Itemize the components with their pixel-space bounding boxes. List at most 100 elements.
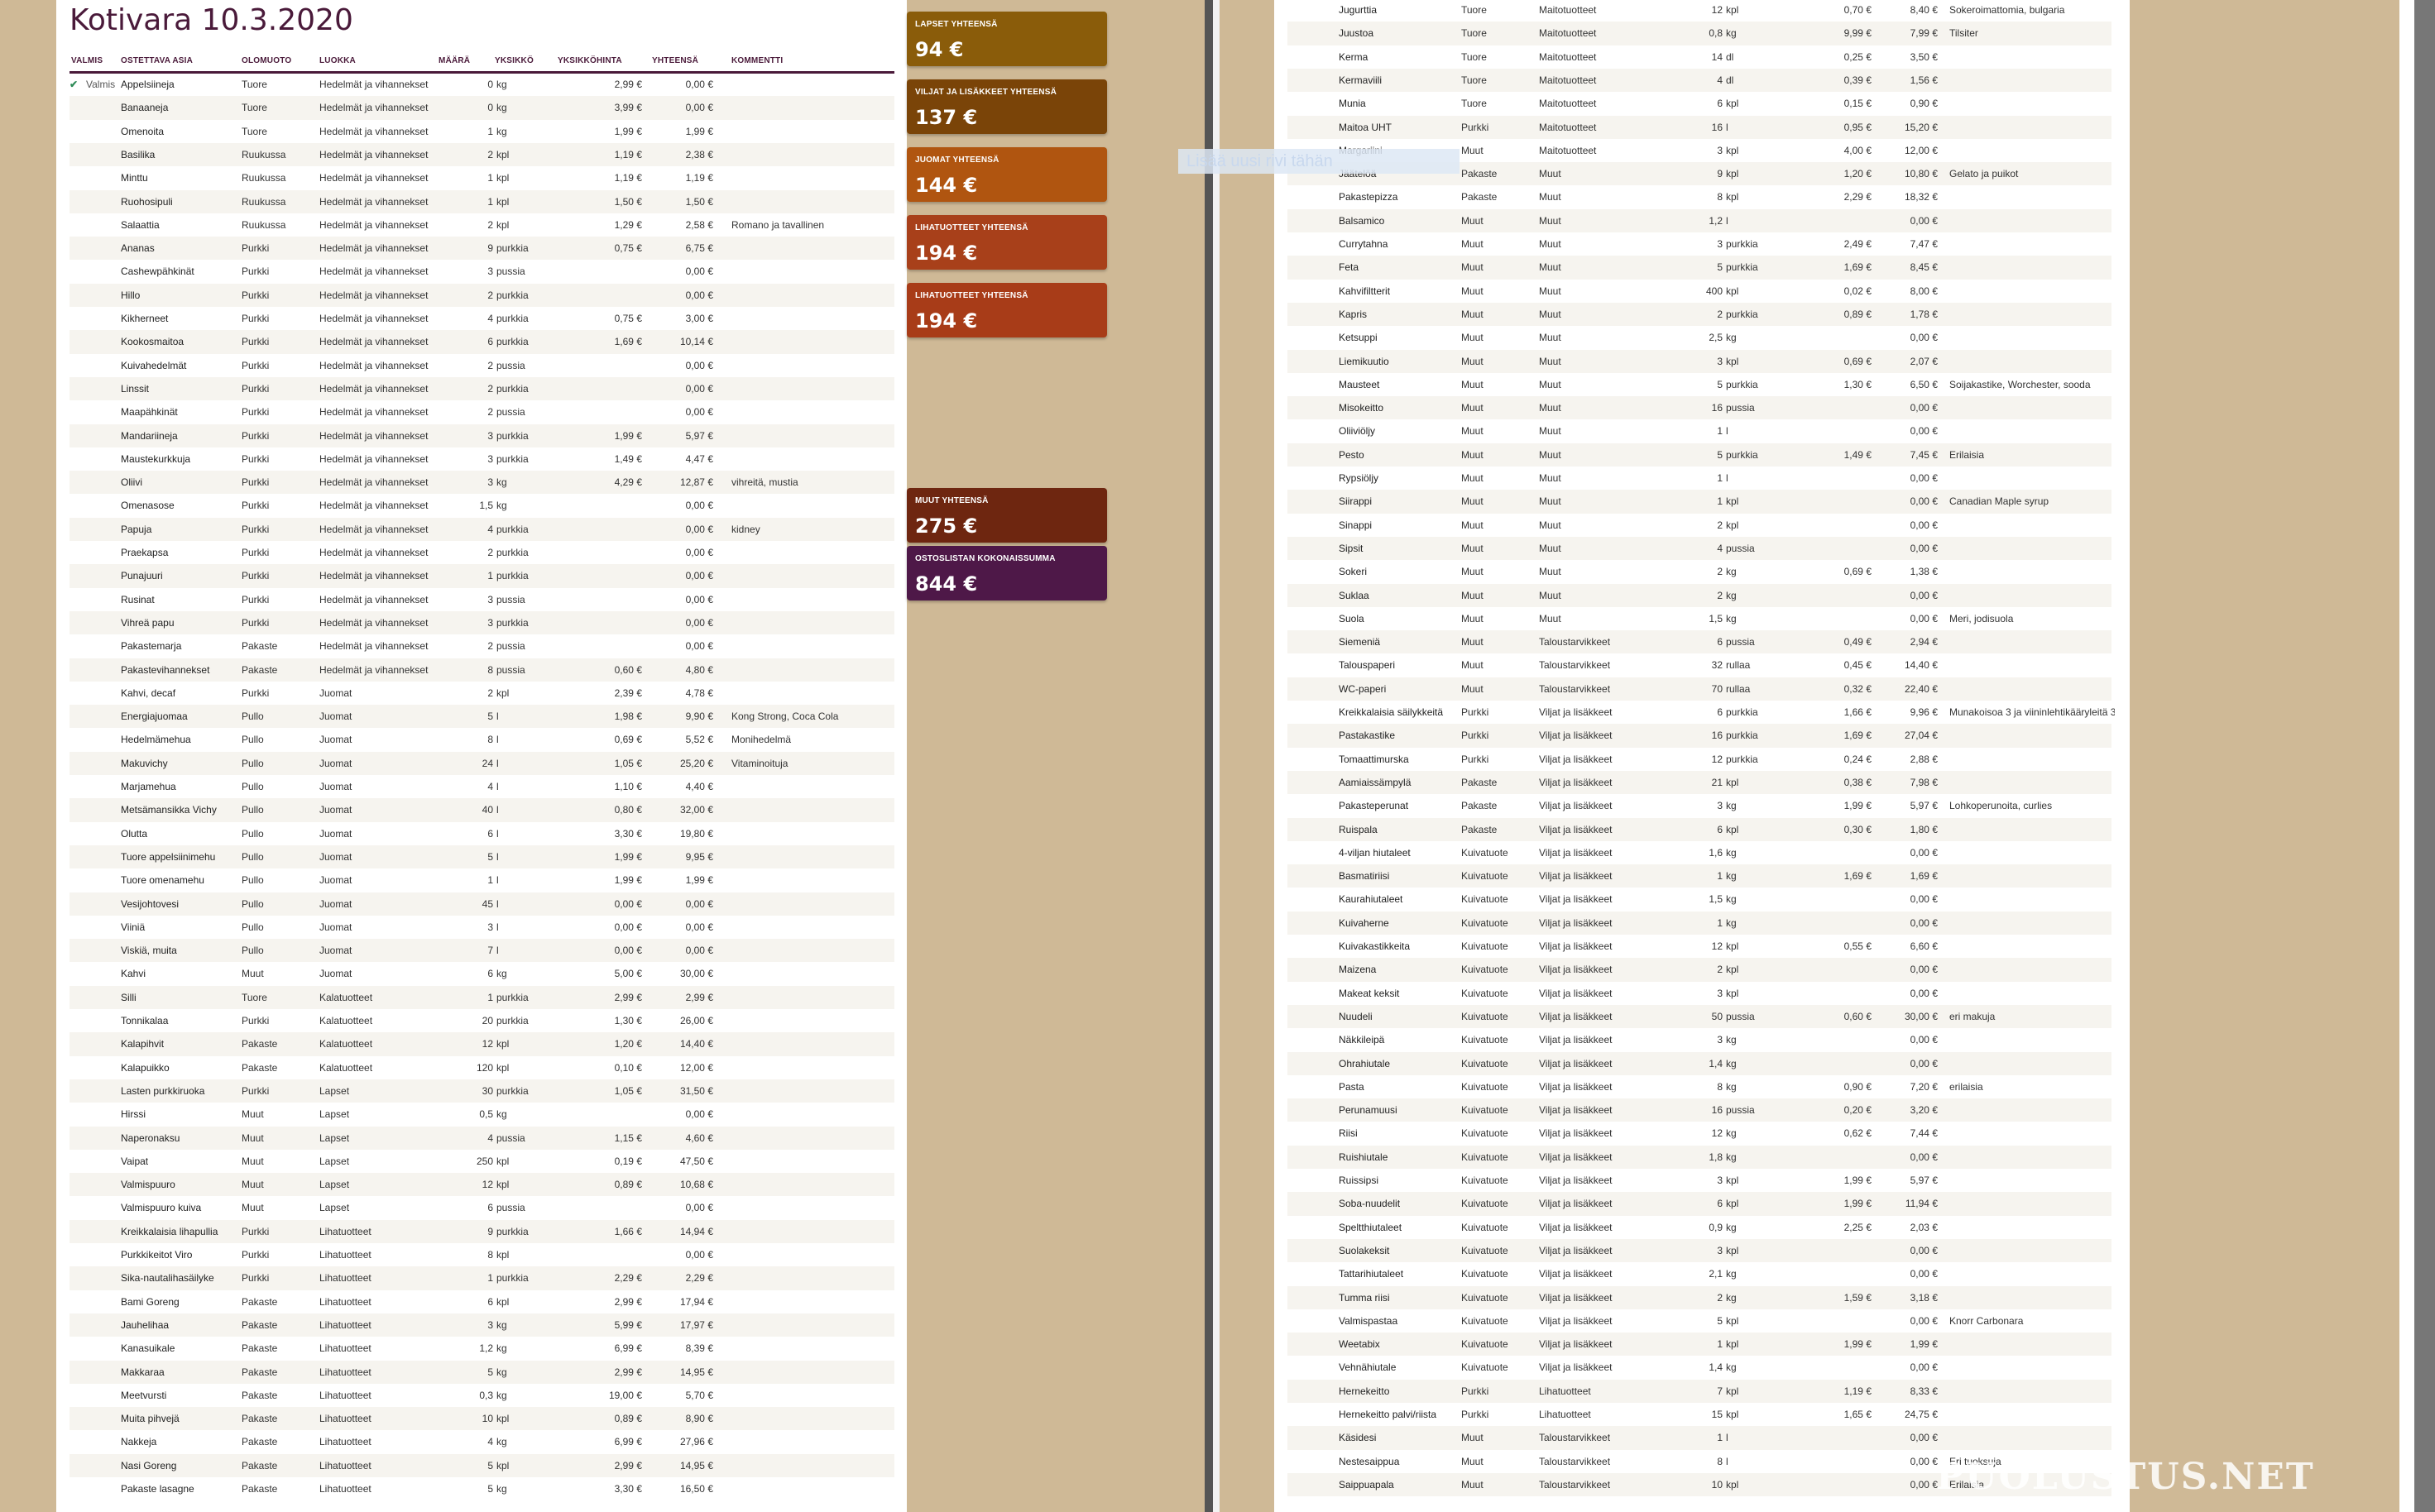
cell-done[interactable] <box>1291 818 1307 841</box>
cell-item[interactable]: Pasta <box>1339 1080 1364 1093</box>
cell-done[interactable] <box>86 845 122 868</box>
table-row[interactable]: Valmispuuro kuiva Muut Lapset 6 pussia 0,00 € <box>70 1196 894 1219</box>
cell-unit[interactable]: kg <box>496 1389 507 1401</box>
cell-item[interactable]: Perunamuusi <box>1339 1104 1397 1117</box>
cell-form[interactable]: Kuivatuote <box>1461 1198 1508 1210</box>
cell-item[interactable]: Hirssi <box>121 1108 146 1121</box>
cell-item[interactable]: Marjamehua <box>121 781 176 792</box>
cell-item[interactable]: WC-paperi <box>1339 682 1387 695</box>
cell-item[interactable]: Bami Goreng <box>121 1295 180 1308</box>
cell-done[interactable] <box>86 541 122 564</box>
cell-category[interactable]: Lihatuotteet <box>319 1366 371 1378</box>
cell-unit-price[interactable]: 2,99 € <box>614 1295 642 1308</box>
cell-item[interactable]: Kuivaherne <box>1339 916 1389 929</box>
cell-qty[interactable]: 5 <box>487 1366 493 1378</box>
cell-item[interactable]: Sipsit <box>1339 542 1364 554</box>
cell-item[interactable]: Vehnähiutale <box>1339 1361 1397 1374</box>
cell-comment[interactable] <box>1949 653 2115 677</box>
cell-unit-price[interactable]: 3,30 € <box>614 1483 642 1495</box>
cell-comment[interactable] <box>731 939 889 962</box>
cell-unit-price[interactable]: 0,19 € <box>614 1155 642 1167</box>
cell-unit-price[interactable] <box>1789 912 1872 935</box>
cell-qty[interactable]: 1,4 <box>1709 1361 1723 1374</box>
cell-total[interactable]: 0,00 € <box>685 523 713 535</box>
table-row[interactable]: Tuore omenamehu Pullo Juomat 1 l 1,99 € 1,99 € <box>70 868 894 892</box>
cell-unit[interactable]: kg <box>496 1108 507 1121</box>
cell-done[interactable] <box>86 447 122 471</box>
cell-qty[interactable]: 5 <box>487 1459 493 1471</box>
cell-comment[interactable]: Monihedelmä <box>731 734 792 746</box>
cell-unit[interactable]: kg <box>496 500 507 512</box>
cell-category[interactable]: Viljat ja lisäkkeet <box>1539 964 1613 976</box>
cell-category[interactable]: Lihatuotteet <box>319 1249 371 1261</box>
cell-item[interactable]: Maapähkinät <box>121 406 178 419</box>
cell-comment[interactable] <box>731 1266 889 1290</box>
cell-done[interactable] <box>86 1056 122 1079</box>
cell-unit[interactable]: purkkia <box>1726 448 1758 461</box>
cell-category[interactable]: Hedelmät ja vihannekset <box>319 452 429 465</box>
cell-total[interactable]: 12,00 € <box>679 1061 713 1074</box>
cell-item[interactable]: Nasi Goreng <box>121 1459 177 1471</box>
cell-total[interactable]: 31,50 € <box>679 1084 713 1097</box>
cell-category[interactable]: Viljat ja lisäkkeet <box>1539 1314 1613 1327</box>
cell-item[interactable]: Pakastevihannekset <box>121 663 210 676</box>
cell-total[interactable]: 0,00 € <box>685 1249 713 1261</box>
cell-unit[interactable]: kpl <box>496 148 510 160</box>
cell-total[interactable]: 0,00 € <box>1910 612 1938 624</box>
cell-qty[interactable]: 12 <box>1711 753 1723 765</box>
cell-qty[interactable]: 12 <box>482 1038 493 1050</box>
table-row[interactable]: Silli Tuore Kalatuotteet 1 purkkia 2,99 € 2,99… <box>70 985 894 1010</box>
cell-total[interactable]: 5,97 € <box>1910 800 1938 812</box>
cell-item[interactable]: Speltthiutaleet <box>1339 1221 1402 1233</box>
cell-form[interactable]: Purkki <box>242 382 270 395</box>
cell-form[interactable]: Muut <box>242 968 264 980</box>
cell-category[interactable]: Lapset <box>319 1155 350 1167</box>
cell-total[interactable]: 0,00 € <box>1910 589 1938 601</box>
cell-done[interactable] <box>1291 771 1307 794</box>
cell-comment[interactable] <box>731 986 889 1009</box>
cell-category[interactable]: Muut <box>1539 402 1561 414</box>
cell-done[interactable] <box>86 939 122 962</box>
cell-item[interactable]: Pakasteperunat <box>1339 800 1409 812</box>
cell-done[interactable] <box>86 1477 122 1500</box>
cell-unit[interactable]: kpl <box>496 195 510 208</box>
header-unit-price[interactable]: YKSIKKÖHINTA <box>558 56 622 65</box>
table-row[interactable]: Rypsiöljy Muut Muut 1 l 0,00 € <box>1287 467 2111 490</box>
cell-item[interactable]: Viskiä, muita <box>121 945 177 957</box>
cell-item[interactable]: Kahvi, decaf <box>121 687 176 699</box>
cell-form[interactable]: Muut <box>242 1108 264 1121</box>
cell-done[interactable] <box>1291 45 1307 69</box>
cell-category[interactable]: Hedelmät ja vihannekset <box>319 429 429 442</box>
cell-unit-price[interactable]: 0,69 € <box>1843 566 1872 578</box>
cell-form[interactable]: Tuore <box>242 125 267 137</box>
cell-form[interactable]: Muut <box>1461 285 1484 297</box>
cell-unit[interactable]: kpl <box>1726 940 1739 952</box>
cell-qty[interactable]: 3 <box>487 452 493 465</box>
cell-done[interactable] <box>1291 935 1307 958</box>
table-row[interactable]: Kikherneet Purkki Hedelmät ja vihannekset 4… <box>70 307 894 330</box>
table-row[interactable]: Ruishiutale Kuivatuote Viljat ja lisäkkeet… <box>1287 1145 2111 1170</box>
cell-done[interactable] <box>86 1220 122 1243</box>
cell-unit-price[interactable]: 1,99 € <box>614 874 642 887</box>
cell-category[interactable]: Viljat ja lisäkkeet <box>1539 846 1613 859</box>
cell-qty[interactable]: 7 <box>487 945 493 957</box>
table-row[interactable]: Vaipat Muut Lapset 250 kpl 0,19 € 47,50 € <box>70 1150 894 1173</box>
cell-unit-price[interactable]: 0,80 € <box>614 804 642 816</box>
cell-category[interactable]: Maitotuotteet <box>1539 4 1597 16</box>
cell-qty[interactable]: 6 <box>487 1295 493 1308</box>
cell-unit[interactable]: pussia <box>1726 1010 1755 1022</box>
cell-done[interactable] <box>86 1454 122 1477</box>
cell-unit[interactable]: pussia <box>496 266 525 278</box>
cell-form[interactable]: Kuivatuote <box>1461 1268 1508 1280</box>
cell-total[interactable]: 1,80 € <box>1910 823 1938 835</box>
cell-category[interactable]: Viljat ja lisäkkeet <box>1539 1034 1613 1046</box>
cell-done[interactable] <box>86 1150 122 1173</box>
cell-form[interactable]: Pakaste <box>242 1295 278 1308</box>
cell-total[interactable]: 22,40 € <box>1904 682 1938 695</box>
table-row[interactable]: Kuivaherne Kuivatuote Viljat ja lisäkkeet 1… <box>1287 911 2111 935</box>
cell-form[interactable]: Muut <box>1461 448 1484 461</box>
cell-unit-price[interactable] <box>558 634 642 658</box>
cell-unit[interactable]: l <box>1726 425 1728 438</box>
cell-item[interactable]: Pesto <box>1339 448 1364 461</box>
cell-done[interactable] <box>1291 1122 1307 1145</box>
